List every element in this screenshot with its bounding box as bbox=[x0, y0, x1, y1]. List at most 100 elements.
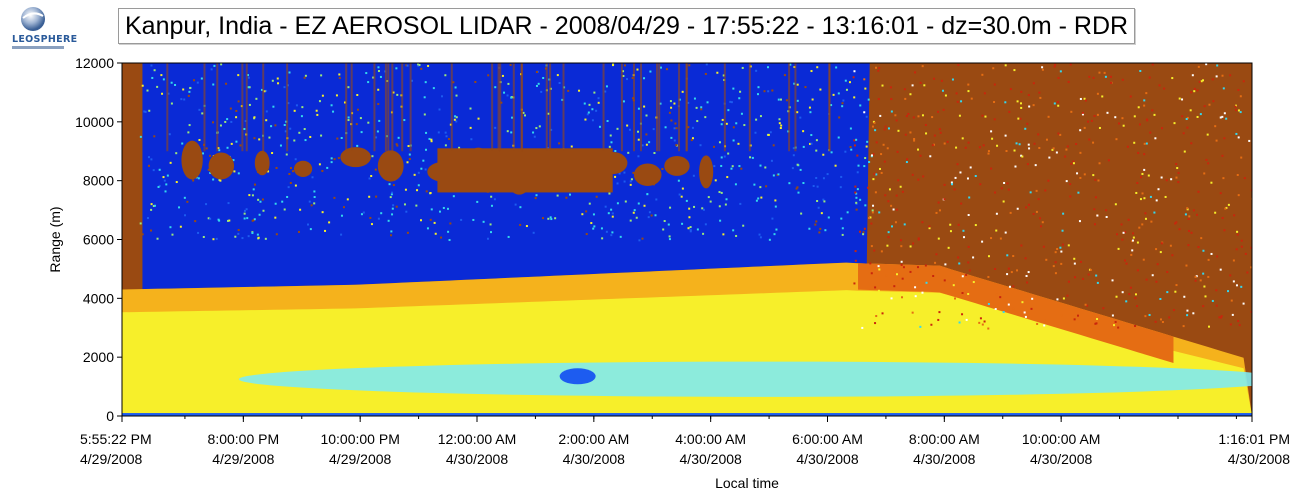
noise-speckle bbox=[1093, 114, 1096, 117]
vertical-streak bbox=[723, 63, 726, 152]
noise-speckle bbox=[192, 179, 195, 182]
x-tick-date: 4/30/2008 bbox=[796, 451, 858, 467]
noise-speckle bbox=[965, 318, 968, 321]
noise-speckle bbox=[852, 76, 855, 79]
noise-speckle bbox=[1132, 236, 1135, 239]
noise-speckle bbox=[878, 268, 881, 271]
noise-speckle bbox=[417, 171, 420, 174]
noise-speckle bbox=[659, 66, 662, 69]
noise-speckle bbox=[146, 89, 149, 92]
noise-speckle bbox=[1121, 291, 1124, 294]
noise-speckle bbox=[1096, 92, 1099, 95]
noise-speckle bbox=[917, 178, 920, 181]
noise-speckle bbox=[909, 270, 912, 273]
noise-speckle bbox=[1092, 174, 1095, 177]
noise-speckle bbox=[509, 63, 512, 66]
noise-speckle bbox=[713, 165, 716, 168]
vertical-streak bbox=[286, 63, 289, 152]
noise-speckle bbox=[1003, 181, 1006, 184]
noise-speckle bbox=[324, 229, 327, 232]
x-tick-date: 4/30/2008 bbox=[1228, 451, 1290, 467]
noise-speckle bbox=[258, 138, 261, 141]
noise-speckle bbox=[1018, 143, 1021, 146]
noise-speckle bbox=[812, 185, 815, 188]
noise-speckle bbox=[854, 191, 857, 194]
vertical-streak bbox=[491, 63, 494, 152]
noise-speckle bbox=[237, 172, 240, 175]
noise-speckle bbox=[626, 78, 629, 81]
noise-speckle bbox=[1212, 100, 1215, 103]
x-tick-time: 8:00:00 PM bbox=[208, 431, 280, 447]
noise-speckle bbox=[946, 140, 949, 143]
noise-speckle bbox=[845, 88, 848, 91]
noise-speckle bbox=[1143, 168, 1146, 171]
noise-speckle bbox=[1096, 281, 1099, 284]
noise-speckle bbox=[1208, 325, 1211, 328]
vertical-streak bbox=[633, 63, 636, 152]
noise-speckle bbox=[853, 96, 856, 99]
noise-speckle bbox=[720, 164, 723, 167]
noise-speckle bbox=[855, 208, 858, 211]
noise-speckle bbox=[1240, 239, 1243, 242]
noise-speckle bbox=[767, 133, 770, 136]
noise-speckle bbox=[1014, 165, 1017, 168]
noise-speckle bbox=[687, 101, 690, 104]
noise-speckle bbox=[1141, 172, 1144, 175]
noise-speckle bbox=[771, 217, 774, 220]
noise-speckle bbox=[643, 204, 646, 207]
noise-speckle bbox=[494, 86, 497, 89]
noise-speckle bbox=[265, 89, 268, 92]
noise-speckle bbox=[608, 145, 611, 148]
noise-speckle bbox=[434, 232, 437, 235]
noise-speckle bbox=[878, 167, 881, 170]
noise-speckle bbox=[938, 311, 941, 314]
noise-speckle bbox=[664, 126, 667, 129]
noise-speckle bbox=[901, 277, 904, 280]
noise-speckle bbox=[1047, 115, 1050, 118]
noise-speckle bbox=[865, 115, 868, 118]
noise-speckle bbox=[396, 93, 399, 96]
noise-speckle bbox=[392, 91, 395, 94]
noise-speckle bbox=[740, 167, 743, 170]
noise-speckle bbox=[426, 227, 429, 230]
noise-speckle bbox=[340, 214, 343, 217]
noise-speckle bbox=[342, 206, 345, 209]
noise-speckle bbox=[967, 261, 970, 264]
noise-speckle bbox=[909, 93, 912, 96]
noise-speckle bbox=[1215, 75, 1218, 78]
noise-speckle bbox=[310, 204, 313, 207]
noise-speckle bbox=[835, 66, 838, 69]
noise-speckle bbox=[1159, 251, 1162, 254]
noise-speckle bbox=[815, 220, 818, 223]
noise-speckle bbox=[961, 292, 964, 295]
noise-speckle bbox=[405, 210, 408, 213]
noise-speckle bbox=[293, 109, 296, 112]
noise-speckle bbox=[849, 145, 852, 148]
vertical-streak bbox=[678, 63, 681, 152]
noise-speckle bbox=[588, 103, 591, 106]
residual-layer-band bbox=[238, 361, 1252, 397]
noise-speckle bbox=[720, 123, 723, 126]
noise-speckle bbox=[152, 205, 155, 208]
y-tick-label: 8000 bbox=[83, 173, 114, 189]
noise-speckle bbox=[693, 205, 696, 208]
noise-speckle bbox=[1154, 320, 1157, 323]
vertical-streak bbox=[373, 63, 376, 152]
noise-speckle bbox=[1088, 75, 1091, 78]
noise-speckle bbox=[1096, 113, 1099, 116]
noise-speckle bbox=[165, 183, 168, 186]
noise-speckle bbox=[906, 158, 909, 161]
noise-speckle bbox=[1154, 137, 1157, 140]
noise-speckle bbox=[830, 104, 833, 107]
noise-speckle bbox=[933, 134, 936, 137]
noise-speckle bbox=[1105, 209, 1108, 212]
noise-speckle bbox=[877, 265, 880, 268]
noise-speckle bbox=[839, 186, 842, 189]
noise-speckle bbox=[321, 211, 324, 214]
noise-speckle bbox=[949, 230, 952, 233]
noise-speckle bbox=[281, 200, 284, 203]
noise-speckle bbox=[174, 83, 177, 86]
noise-speckle bbox=[741, 66, 744, 69]
noise-speckle bbox=[1005, 150, 1008, 153]
noise-speckle bbox=[417, 63, 420, 66]
